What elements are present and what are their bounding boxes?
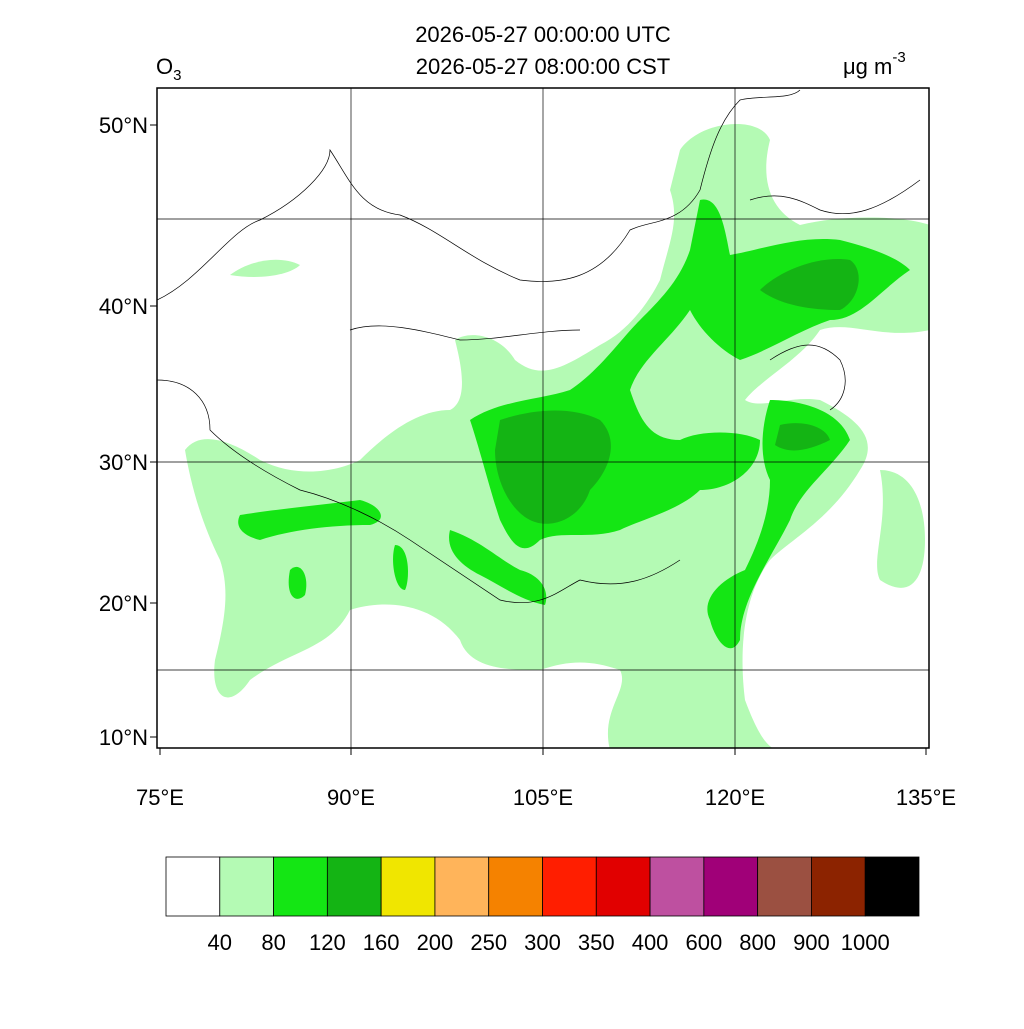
dark-green-field <box>495 259 859 524</box>
lat-label: 40°N <box>99 294 148 319</box>
colorbar-swatch <box>273 856 328 917</box>
colorbar-swatch <box>165 856 221 917</box>
colorbar-swatch <box>380 856 436 917</box>
species-label: O3 <box>156 54 181 84</box>
colorbar-label: 800 <box>739 930 776 955</box>
colorbar-swatch <box>434 856 490 917</box>
axis-labels: 50°N 40°N 30°N 20°N 10°N 75°E 90°E 105°E 120°E 13… <box>99 113 956 810</box>
map-area <box>157 88 929 748</box>
title-utc: 2026-05-27 00:00:00 UTC <box>415 22 671 47</box>
units-sup: -3 <box>892 49 905 66</box>
colorbar-label: 350 <box>578 930 615 955</box>
borders <box>157 89 921 604</box>
lat-label: 10°N <box>99 725 148 750</box>
colorbar-swatch <box>757 856 812 917</box>
units-label: μg m-3 <box>843 49 906 79</box>
colorbar-swatch <box>542 856 597 917</box>
colorbar: 40 80 120 160 200 250 300 350 400 600 800 900 1000 <box>165 856 920 955</box>
titles: 2026-05-27 00:00:00 UTC 2026-05-27 08:00… <box>156 22 906 84</box>
lon-label: 75°E <box>136 785 184 810</box>
title-cst: 2026-05-27 08:00:00 CST <box>416 54 670 79</box>
colorbar-label: 900 <box>793 930 830 955</box>
colorbar-label: 1000 <box>841 930 890 955</box>
colorbar-swatch <box>811 856 866 917</box>
colorbar-swatch <box>595 856 651 917</box>
colorbar-label: 400 <box>632 930 669 955</box>
units-main: μg m <box>843 54 892 79</box>
colorbar-label: 120 <box>309 930 346 955</box>
colorbar-swatch <box>864 856 920 917</box>
colorbar-swatch <box>488 856 543 917</box>
graticule <box>157 88 929 748</box>
colorbar-label: 80 <box>261 930 285 955</box>
lon-label: 120°E <box>705 785 765 810</box>
species-main: O <box>156 54 173 79</box>
colorbar-label: 600 <box>685 930 722 955</box>
lat-label: 20°N <box>99 591 148 616</box>
colorbar-label: 160 <box>363 930 400 955</box>
lon-label: 135°E <box>896 785 956 810</box>
lat-label: 30°N <box>99 450 148 475</box>
colorbar-label: 40 <box>208 930 232 955</box>
lon-label: 105°E <box>513 785 573 810</box>
colorbar-swatch <box>219 856 274 917</box>
colorbar-label: 200 <box>417 930 454 955</box>
lon-label: 90°E <box>327 785 375 810</box>
colorbar-swatch <box>703 856 759 917</box>
colorbar-label: 250 <box>470 930 507 955</box>
colorbar-label: 300 <box>524 930 561 955</box>
lat-label: 50°N <box>99 113 148 138</box>
colorbar-swatch <box>326 856 382 917</box>
species-sub: 3 <box>173 67 181 84</box>
colorbar-swatch <box>649 856 705 917</box>
